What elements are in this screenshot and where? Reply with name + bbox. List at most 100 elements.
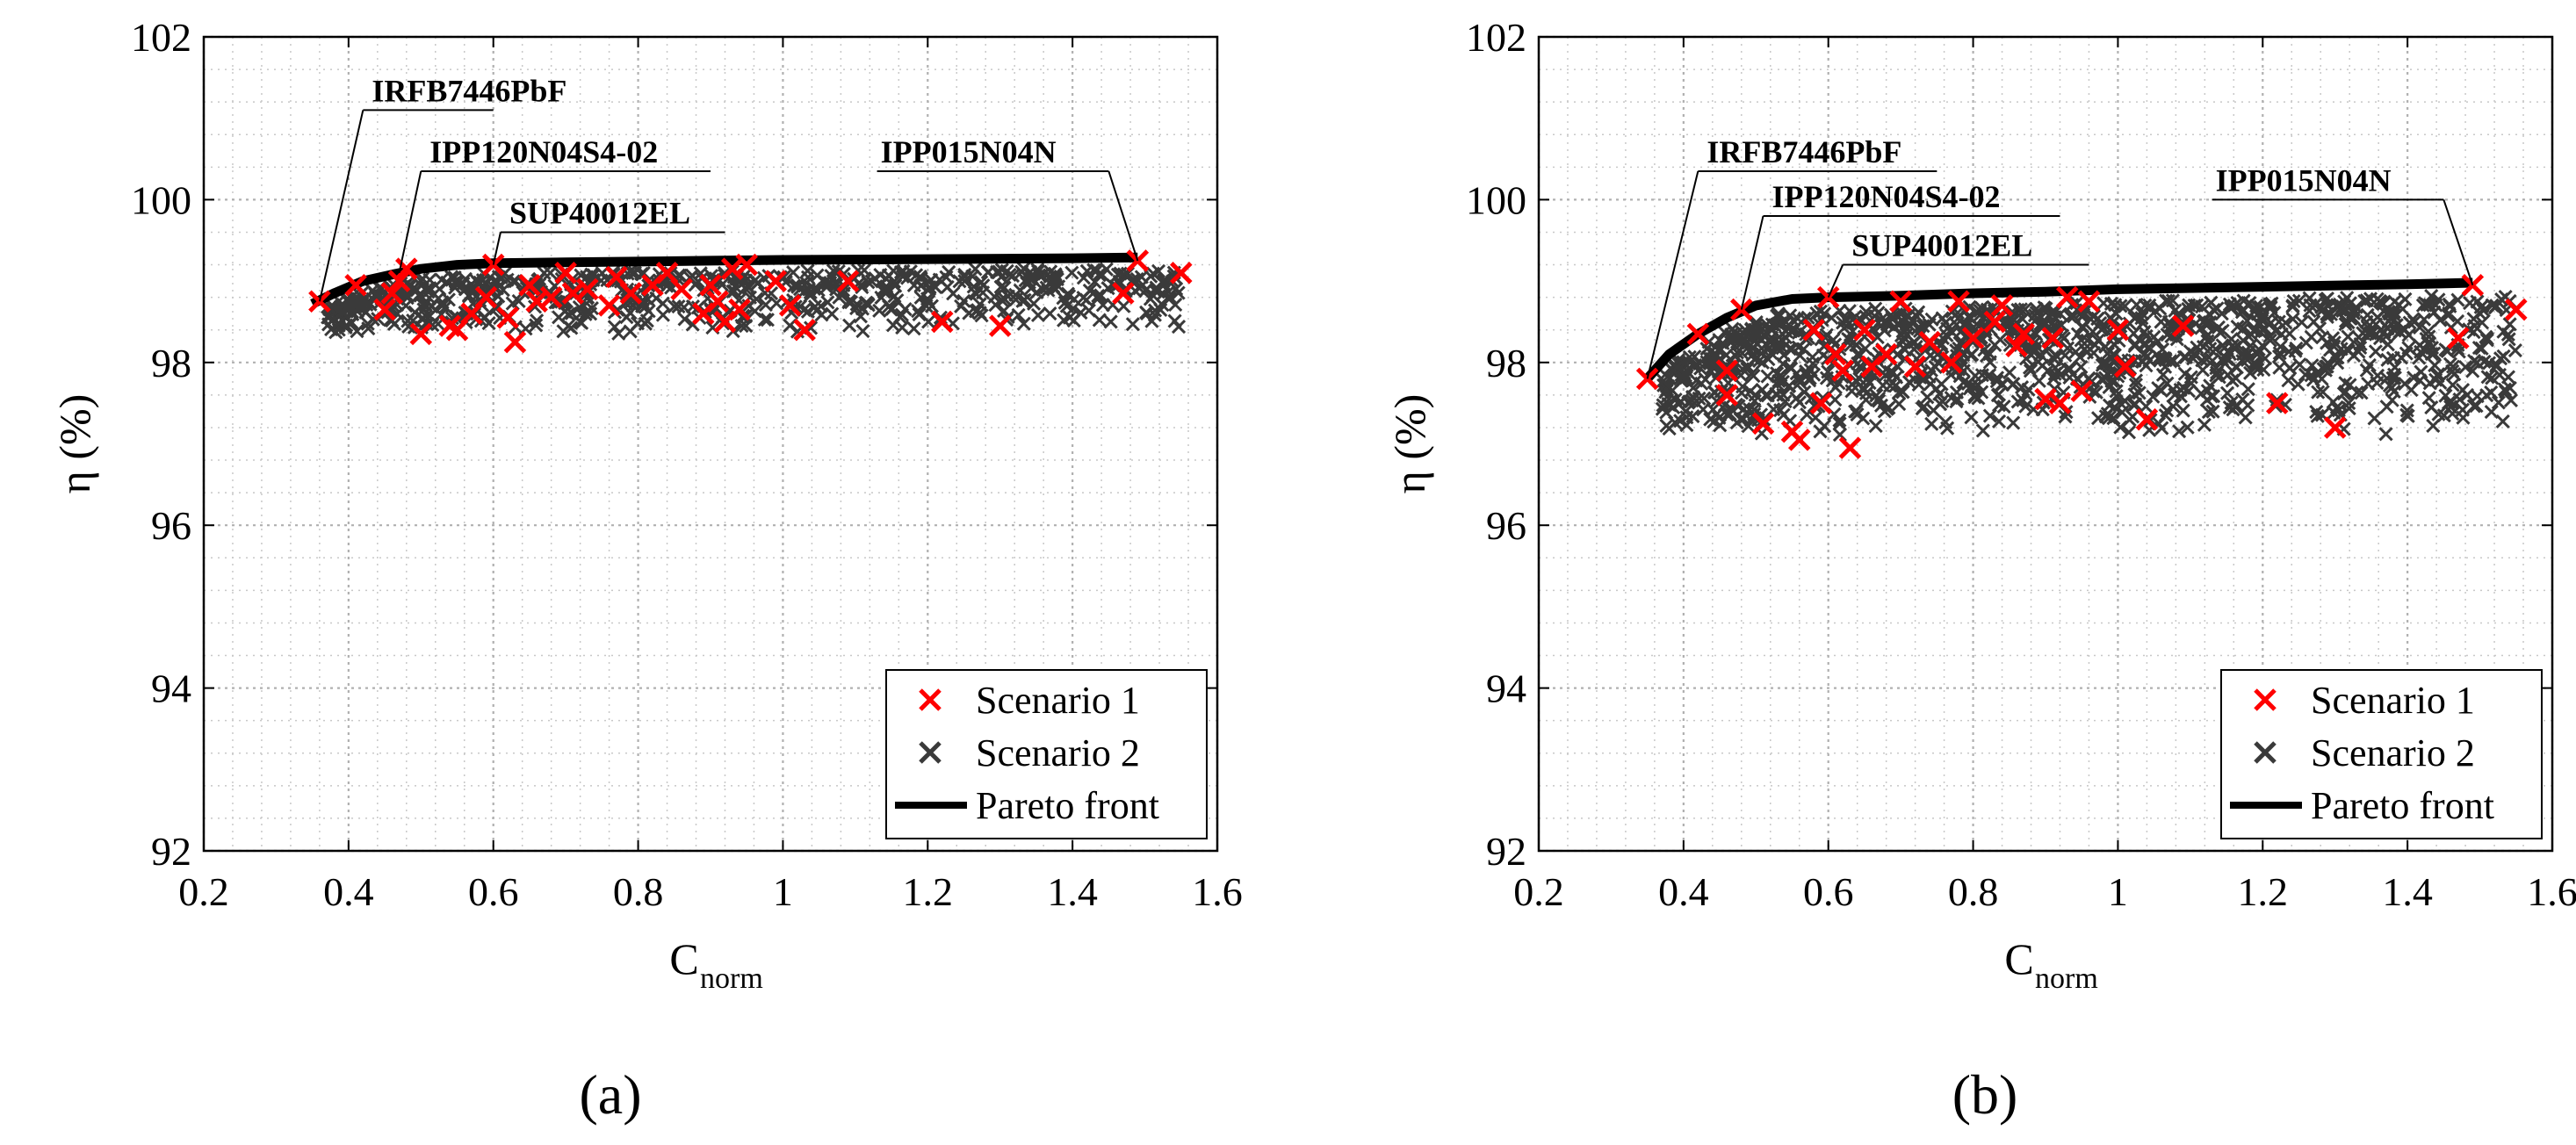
scenario2-marker bbox=[486, 279, 501, 294]
scenario2-marker bbox=[1126, 272, 1141, 287]
scenario2-marker bbox=[1661, 396, 1676, 412]
scenario2-marker bbox=[2212, 325, 2227, 340]
scenario2-marker bbox=[1892, 397, 1907, 412]
scenario2-marker bbox=[2121, 425, 2137, 440]
scenario2-marker bbox=[919, 299, 934, 313]
scenario2-marker bbox=[2235, 303, 2250, 318]
x-axis-title-subscript: norm bbox=[2035, 962, 2098, 995]
scenario2-marker bbox=[1171, 320, 1187, 335]
scenario2-marker bbox=[2176, 403, 2190, 418]
scenario2-marker bbox=[1125, 317, 1140, 332]
scenario2-marker bbox=[895, 320, 910, 335]
scenario2-marker bbox=[2210, 301, 2225, 316]
y-tick-label: 98 bbox=[1486, 341, 1526, 385]
scenario2-marker bbox=[1842, 304, 1857, 319]
scenario2-marker bbox=[2146, 389, 2161, 404]
scenario1-marker bbox=[1990, 294, 2014, 317]
scenario2-marker bbox=[667, 299, 682, 314]
scenario2-marker bbox=[2484, 385, 2499, 400]
scenario1-marker bbox=[1918, 330, 1941, 354]
scenario2-marker bbox=[1816, 339, 1831, 354]
legend-label: Scenario 2 bbox=[976, 731, 1140, 774]
scenario2-marker bbox=[2378, 427, 2393, 442]
scenario2-marker bbox=[1021, 270, 1036, 285]
legend-scenario2-marker bbox=[919, 741, 942, 764]
scenario2-marker bbox=[2285, 312, 2300, 327]
scenario2-marker bbox=[2006, 415, 2021, 430]
annotation-leader bbox=[492, 232, 501, 265]
scenario2-marker bbox=[2077, 342, 2092, 356]
scenario2-marker bbox=[1869, 388, 1884, 403]
scenario2-marker bbox=[2368, 344, 2383, 359]
scenario2-marker bbox=[872, 303, 887, 318]
annotation-leader bbox=[318, 110, 364, 302]
scenario2-marker bbox=[2462, 295, 2478, 311]
scenario1-marker bbox=[2505, 298, 2528, 321]
scenario2-points bbox=[321, 261, 1187, 341]
scenario1-marker bbox=[1686, 322, 1710, 346]
scenario2-marker bbox=[419, 316, 435, 331]
scenario2-marker bbox=[2402, 315, 2417, 330]
scenario2-marker bbox=[1771, 310, 1786, 325]
x-tick-label: 0.8 bbox=[1948, 869, 1999, 914]
scenario1-marker bbox=[1112, 282, 1135, 305]
scenario2-marker bbox=[619, 310, 634, 325]
scenario2-marker bbox=[2129, 298, 2144, 313]
scenario2-marker bbox=[2090, 411, 2106, 426]
scenario2-marker bbox=[2115, 405, 2130, 420]
scenario1-marker bbox=[387, 270, 411, 292]
scenario2-marker bbox=[518, 277, 533, 292]
scenario2-marker bbox=[2282, 361, 2298, 376]
x-tick-label: 1 bbox=[773, 869, 793, 914]
scenario1-marker bbox=[1838, 436, 1862, 459]
scenario2-marker bbox=[1030, 307, 1046, 322]
scenario2-marker bbox=[1720, 407, 1735, 422]
scenario2-marker bbox=[1735, 346, 1750, 361]
scenario2-marker bbox=[797, 283, 812, 298]
scenario2-marker bbox=[2074, 333, 2089, 348]
scenario2-marker bbox=[864, 274, 879, 289]
scenario2-marker bbox=[1769, 340, 1784, 355]
x-tick-label: 0.6 bbox=[468, 869, 519, 914]
annotation-leader bbox=[1646, 170, 1699, 379]
scenario2-marker bbox=[386, 316, 402, 331]
scenario2-marker bbox=[2386, 305, 2402, 320]
scenario2-marker bbox=[1673, 414, 1688, 428]
scenario2-marker bbox=[760, 313, 775, 328]
scenario2-marker bbox=[2313, 321, 2327, 336]
scenario2-marker bbox=[1871, 306, 1886, 320]
scenario2-marker bbox=[1729, 415, 1744, 430]
scenario2-marker bbox=[1821, 364, 1836, 379]
scenario2-marker bbox=[2046, 349, 2060, 364]
scenario2-marker bbox=[2376, 297, 2391, 312]
y-tick-label: 98 bbox=[151, 341, 191, 385]
scenario2-marker bbox=[976, 285, 991, 300]
x-tick-label: 0.4 bbox=[1658, 869, 1709, 914]
scenario2-marker bbox=[913, 270, 927, 284]
scenario2-marker bbox=[2481, 356, 2497, 371]
scenario2-marker bbox=[2496, 324, 2511, 339]
scenario2-marker bbox=[1706, 402, 1721, 417]
scenario2-marker bbox=[2494, 292, 2509, 307]
pareto-front-line bbox=[310, 252, 1138, 309]
scenario2-marker bbox=[2230, 320, 2245, 335]
scenario1-marker bbox=[373, 298, 396, 321]
scenario2-marker bbox=[2443, 356, 2457, 371]
scenario2-marker bbox=[2022, 360, 2038, 375]
x-tick-label: 1.6 bbox=[1192, 869, 1243, 914]
scenario1-marker bbox=[539, 285, 563, 309]
scenario2-marker bbox=[1935, 311, 1950, 326]
scenario2-marker bbox=[2356, 326, 2370, 341]
scenario2-marker bbox=[2414, 364, 2428, 379]
scenario2-marker bbox=[1898, 342, 1913, 357]
scenario2-marker bbox=[2199, 352, 2214, 367]
scenario2-marker bbox=[1972, 307, 1988, 323]
scenario2-marker bbox=[2436, 408, 2451, 423]
scenario2-marker bbox=[1093, 288, 1108, 303]
scenario2-marker bbox=[739, 318, 754, 334]
scenario2-marker bbox=[2205, 404, 2220, 419]
scenario2-marker bbox=[2385, 371, 2400, 385]
scenario2-marker bbox=[2485, 371, 2500, 385]
scenario1-marker bbox=[1961, 327, 1985, 349]
